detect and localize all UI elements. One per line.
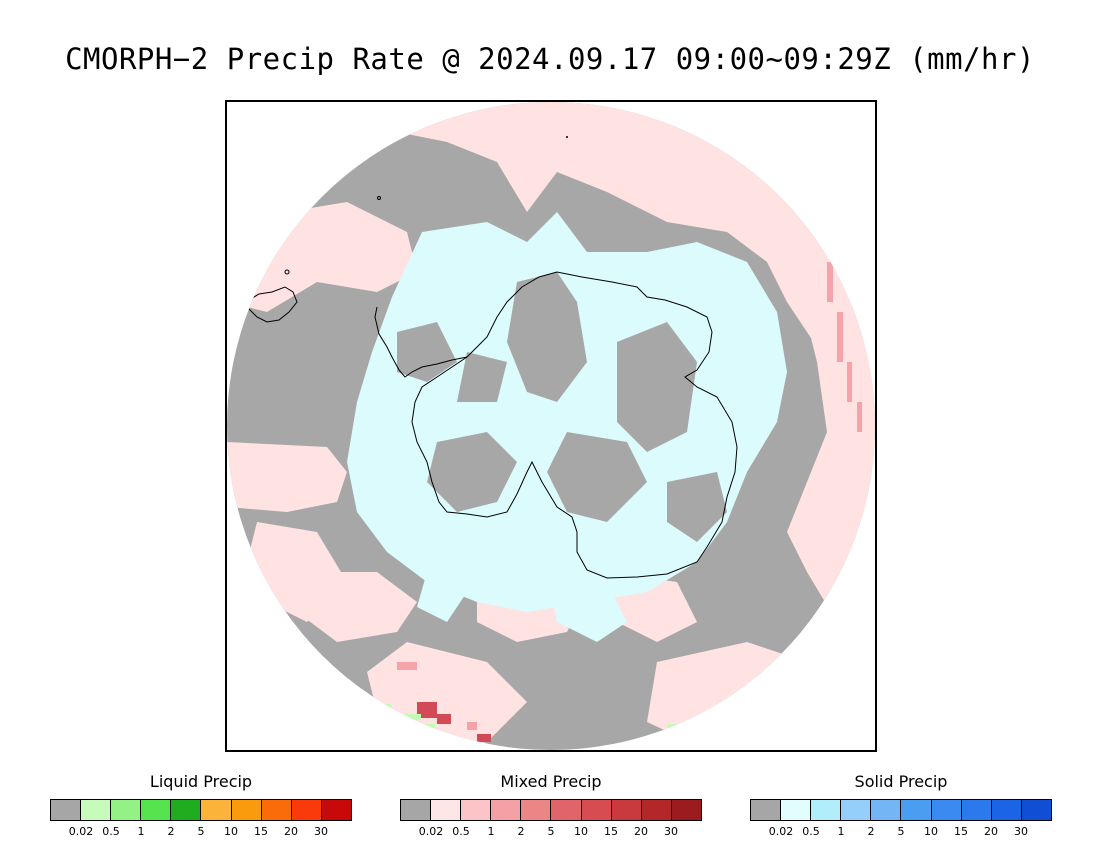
legend-swatch <box>201 800 232 820</box>
legend-swatch <box>871 800 902 820</box>
legend-tick-label: 15 <box>604 825 618 838</box>
antarctic-peninsula <box>374 306 468 378</box>
map-title: CMORPH−2 Precip Rate @ 2024.09.17 09:00~… <box>65 42 1035 76</box>
legend-tick-label: 30 <box>314 825 328 838</box>
legend-swatch <box>401 800 432 820</box>
legend-swatch <box>231 800 262 820</box>
legend-ticks: 0.02 0.5 1 2 5 10 15 20 30 <box>750 825 1052 839</box>
legend-title: Solid Precip <box>854 772 948 791</box>
legend-tick-label: 10 <box>924 825 938 838</box>
south-america-coastline <box>246 286 298 323</box>
legend-swatch <box>171 800 202 820</box>
antarctica-coastline <box>411 271 738 579</box>
legend-swatch <box>1021 800 1051 820</box>
legend-tick-label: 15 <box>254 825 268 838</box>
precip-map <box>227 102 875 750</box>
legend-swatch <box>991 800 1022 820</box>
legend-swatch <box>671 800 701 820</box>
legend-swatch <box>461 800 492 820</box>
legend-tick-label: 2 <box>867 825 875 838</box>
legend-swatch <box>581 800 612 820</box>
legend-tick-label: 1 <box>837 825 845 838</box>
legend-tick-label: 20 <box>284 825 298 838</box>
legend-swatch <box>111 800 142 820</box>
legend-tick-label: 1 <box>137 825 145 838</box>
legend-title: Mixed Precip <box>500 772 602 791</box>
legend-tick-label: 30 <box>1014 825 1028 838</box>
legend-swatch <box>781 800 812 820</box>
legend-swatch <box>321 800 351 820</box>
legend-swatch <box>291 800 322 820</box>
legend-tick-label: 10 <box>574 825 588 838</box>
legend-ticks: 0.02 0.5 1 2 5 10 15 20 30 <box>50 825 352 839</box>
legend-color-bar <box>750 799 1052 821</box>
legend-tick-label: 0.02 <box>418 825 444 838</box>
legend-swatch <box>961 800 992 820</box>
legend-tick-label: 15 <box>954 825 968 838</box>
legend-liquid: Liquid Precip 0.02 0.5 1 2 5 10 15 20 30 <box>50 772 352 839</box>
legend-swatch <box>901 800 932 820</box>
legend-ticks: 0.02 0.5 1 2 5 10 15 20 30 <box>400 825 702 839</box>
legend-swatch <box>521 800 552 820</box>
legend-swatch <box>611 800 642 820</box>
legend-tick-label: 1 <box>487 825 495 838</box>
legend-tick-label: 5 <box>547 825 555 838</box>
legend-solid: Solid Precip 0.02 0.5 1 2 5 10 15 20 30 <box>750 772 1052 839</box>
legend-title: Liquid Precip <box>149 772 253 791</box>
legend-tick-label: 0.5 <box>802 825 820 838</box>
legend-tick-label: 2 <box>517 825 525 838</box>
legend-swatch <box>641 800 672 820</box>
legend-tick-label: 5 <box>197 825 205 838</box>
legend-swatch <box>751 800 782 820</box>
legend-swatch <box>261 800 292 820</box>
legend-tick-label: 0.5 <box>102 825 120 838</box>
legend-mixed: Mixed Precip 0.02 0.5 1 2 5 10 15 20 30 <box>400 772 702 839</box>
legend-color-bar <box>50 799 352 821</box>
map-frame <box>225 100 877 752</box>
legend-swatch <box>551 800 582 820</box>
legend-swatch <box>841 800 872 820</box>
legend-tick-label: 0.02 <box>68 825 94 838</box>
legend-swatch <box>51 800 82 820</box>
legend-tick-label: 10 <box>224 825 238 838</box>
legend-color-bar <box>400 799 702 821</box>
legend-tick-label: 0.02 <box>768 825 794 838</box>
legend-swatch <box>491 800 522 820</box>
legend-tick-label: 20 <box>634 825 648 838</box>
legend-swatch <box>141 800 172 820</box>
legend-tick-label: 5 <box>897 825 905 838</box>
legend-swatch <box>81 800 112 820</box>
legend-tick-label: 30 <box>664 825 678 838</box>
legend-swatch <box>811 800 842 820</box>
legend-tick-label: 2 <box>167 825 175 838</box>
legend-swatch <box>431 800 462 820</box>
legend-tick-label: 0.5 <box>452 825 470 838</box>
precip-field <box>227 102 875 750</box>
legend-tick-label: 20 <box>984 825 998 838</box>
legend-swatch <box>931 800 962 820</box>
